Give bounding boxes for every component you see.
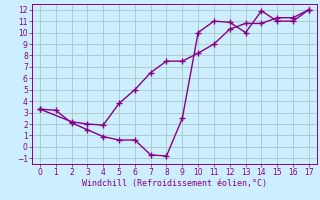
X-axis label: Windchill (Refroidissement éolien,°C): Windchill (Refroidissement éolien,°C): [82, 179, 267, 188]
